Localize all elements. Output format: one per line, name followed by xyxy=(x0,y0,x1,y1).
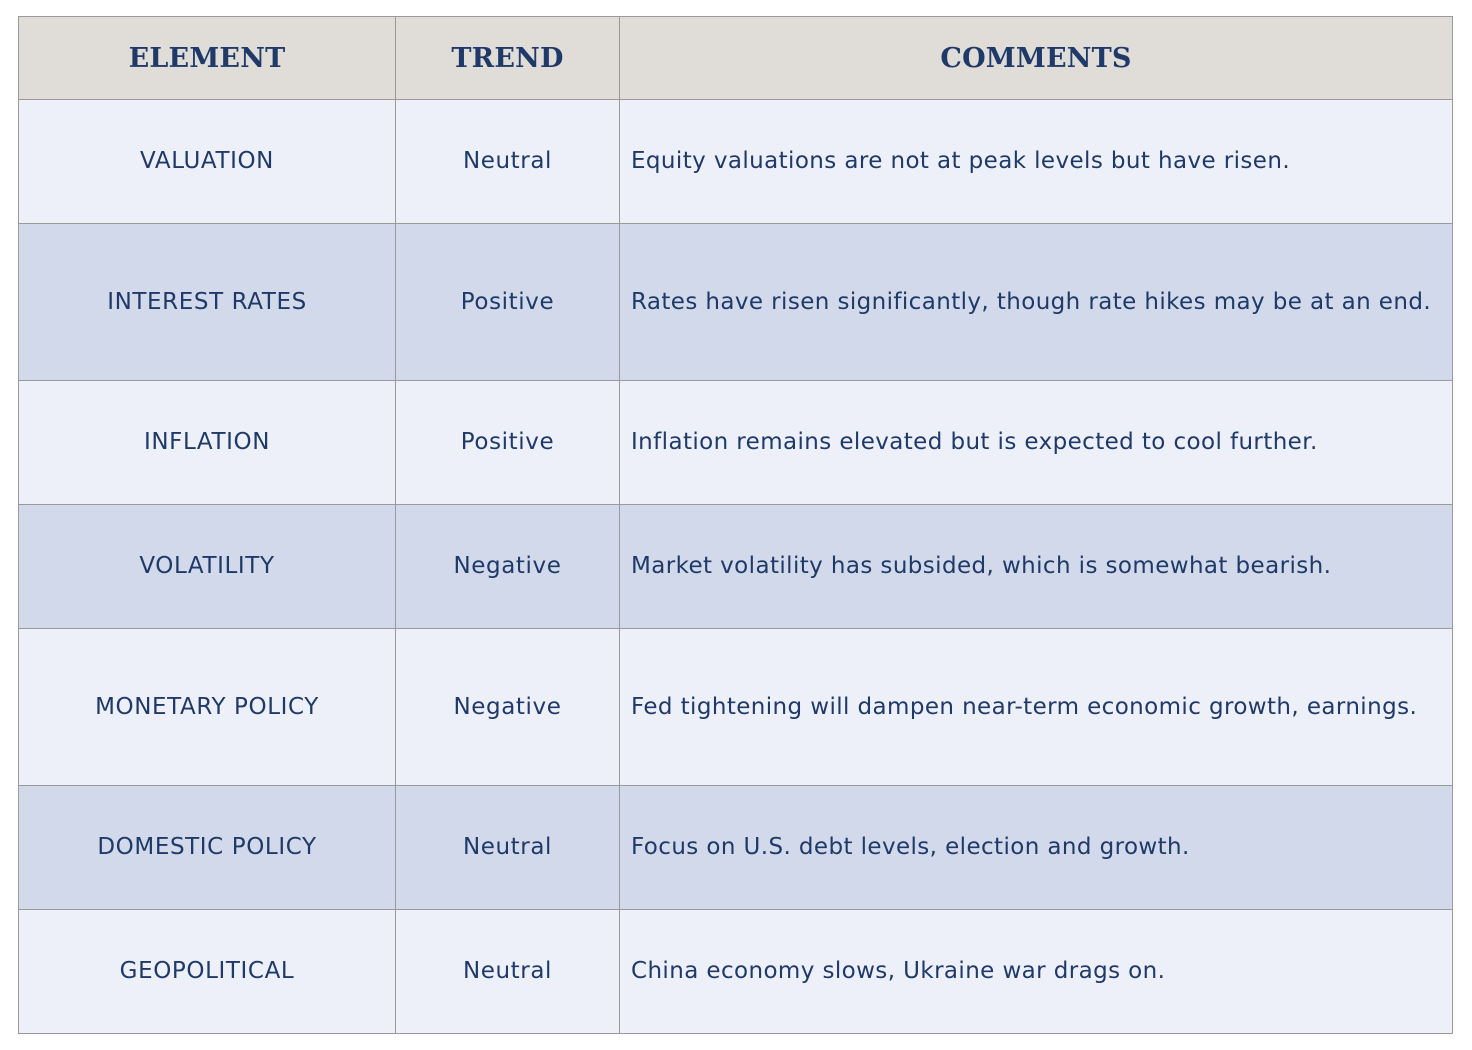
table-header: ELEMENT TREND COMMENTS xyxy=(18,16,1453,100)
trend-cell: Negative xyxy=(395,628,620,786)
element-cell: DOMESTIC POLICY xyxy=(18,785,396,910)
table-row: VALUATION Neutral Equity valuations are … xyxy=(18,99,1453,224)
header-row: ELEMENT TREND COMMENTS xyxy=(18,16,1453,100)
element-cell: MONETARY POLICY xyxy=(18,628,396,786)
element-cell: VOLATILITY xyxy=(18,504,396,629)
market-outlook-table-container: ELEMENT TREND COMMENTS VALUATION Neutral… xyxy=(18,16,1453,1034)
trend-cell: Positive xyxy=(395,380,620,505)
table-body: VALUATION Neutral Equity valuations are … xyxy=(18,99,1453,1034)
header-trend: TREND xyxy=(395,16,620,100)
comment-cell: Market volatility has subsided, which is… xyxy=(619,504,1453,629)
trend-cell: Neutral xyxy=(395,99,620,224)
table-row: INFLATION Positive Inflation remains ele… xyxy=(18,380,1453,505)
comment-cell: Focus on U.S. debt levels, election and … xyxy=(619,785,1453,910)
trend-cell: Positive xyxy=(395,223,620,381)
table-row: DOMESTIC POLICY Neutral Focus on U.S. de… xyxy=(18,785,1453,910)
header-element: ELEMENT xyxy=(18,16,396,100)
comment-cell: Fed tightening will dampen near-term eco… xyxy=(619,628,1453,786)
table-row: VOLATILITY Negative Market volatility ha… xyxy=(18,504,1453,629)
table-row: INTEREST RATES Positive Rates have risen… xyxy=(18,223,1453,381)
element-cell: VALUATION xyxy=(18,99,396,224)
trend-cell: Negative xyxy=(395,504,620,629)
comment-cell: Equity valuations are not at peak levels… xyxy=(619,99,1453,224)
comment-cell: Inflation remains elevated but is expect… xyxy=(619,380,1453,505)
table-row: GEOPOLITICAL Neutral China economy slows… xyxy=(18,909,1453,1034)
element-cell: INTEREST RATES xyxy=(18,223,396,381)
header-comments: COMMENTS xyxy=(619,16,1453,100)
table-row: MONETARY POLICY Negative Fed tightening … xyxy=(18,628,1453,786)
element-cell: INFLATION xyxy=(18,380,396,505)
market-outlook-table: ELEMENT TREND COMMENTS VALUATION Neutral… xyxy=(18,16,1453,1034)
comment-cell: China economy slows, Ukraine war drags o… xyxy=(619,909,1453,1034)
trend-cell: Neutral xyxy=(395,909,620,1034)
element-cell: GEOPOLITICAL xyxy=(18,909,396,1034)
trend-cell: Neutral xyxy=(395,785,620,910)
comment-cell: Rates have risen significantly, though r… xyxy=(619,223,1453,381)
